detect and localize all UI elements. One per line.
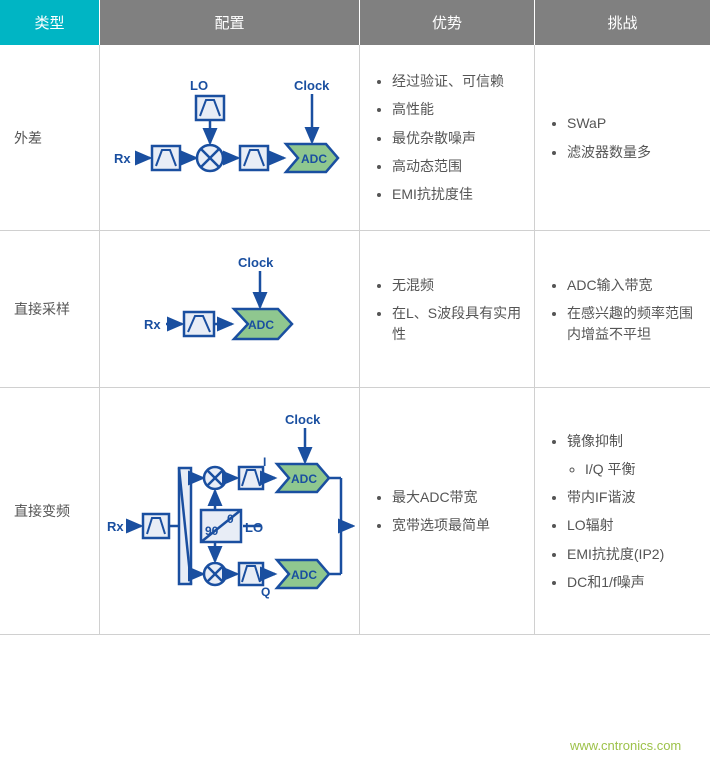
adv-list: 最大ADC带宽 宽带选项最简单 [370, 479, 524, 544]
phase90: 90 [205, 524, 219, 538]
list-item: DC和1/f噪声 [567, 572, 700, 592]
type-label: 直接采样 [10, 299, 89, 319]
chal-cell: SWaP 滤波器数量多 [535, 45, 710, 230]
list-item: 最优杂散噪声 [392, 128, 524, 148]
list-item: 宽带选项最简单 [392, 515, 524, 535]
type-cell: 直接变频 [0, 388, 100, 634]
header-config: 配置 [100, 0, 360, 45]
chal-list: 镜像抑制 I/Q 平衡 带内IF谐波 LO辐射 EMI抗扰度(IP2) DC和1… [545, 423, 700, 601]
table-header: 类型 配置 优势 挑战 [0, 0, 710, 45]
list-item: 镜像抑制 I/Q 平衡 [567, 431, 700, 480]
adc-label: ADC [291, 568, 317, 582]
config-cell: Rx ADC Clock [100, 231, 360, 387]
table-row: 直接变频 Rx [0, 388, 710, 635]
config-cell: Rx ADC [100, 45, 360, 230]
adv-cell: 经过验证、可信赖 高性能 最优杂散噪声 高动态范围 EMI抗扰度佳 [360, 45, 535, 230]
diagram-direct-sampling: Rx ADC Clock [120, 249, 340, 369]
q-label: Q [261, 585, 270, 599]
rx-label: Rx [144, 317, 161, 332]
lo-label: LO [190, 78, 208, 93]
rx-label: Rx [114, 151, 131, 166]
adc-label: ADC [291, 472, 317, 486]
list-item: 滤波器数量多 [567, 142, 700, 162]
phase0: 0 [227, 512, 234, 526]
config-cell: Rx I [100, 388, 360, 634]
header-chal: 挑战 [535, 0, 710, 45]
list-item: 最大ADC带宽 [392, 487, 524, 507]
adv-list: 无混频 在L、S波段具有实用性 [370, 267, 524, 352]
table-row: 直接采样 Rx ADC Clock [0, 231, 710, 388]
list-item: 带内IF谐波 [567, 487, 700, 507]
list-item: EMI抗扰度佳 [392, 184, 524, 204]
type-label: 直接变频 [10, 501, 89, 521]
chal-list: ADC输入带宽 在感兴趣的频率范围内增益不平坦 [545, 267, 700, 352]
type-label: 外差 [10, 128, 89, 148]
type-cell: 外差 [0, 45, 100, 230]
watermark: www.cntronics.com [570, 738, 681, 753]
i-label: I [263, 455, 266, 469]
header-type: 类型 [0, 0, 100, 45]
clock-label: Clock [285, 412, 321, 427]
list-item: EMI抗扰度(IP2) [567, 544, 700, 564]
chal-cell: 镜像抑制 I/Q 平衡 带内IF谐波 LO辐射 EMI抗扰度(IP2) DC和1… [535, 388, 710, 634]
clock-label: Clock [238, 255, 274, 270]
chal-list: SWaP 滤波器数量多 [545, 105, 700, 170]
list-item: 在L、S波段具有实用性 [392, 303, 524, 344]
lo-label: LO [245, 520, 263, 535]
header-adv: 优势 [360, 0, 535, 45]
list-item-text: 镜像抑制 [567, 433, 623, 449]
adv-cell: 最大ADC带宽 宽带选项最简单 [360, 388, 535, 634]
adc-label: ADC [301, 152, 327, 166]
table-container: 类型 配置 优势 挑战 外差 Rx [0, 0, 710, 635]
list-item: SWaP [567, 113, 700, 133]
list-item: LO辐射 [567, 515, 700, 535]
list-subitem: I/Q 平衡 [585, 459, 700, 479]
list-item: 在感兴趣的频率范围内增益不平坦 [567, 303, 700, 344]
list-item: 高动态范围 [392, 156, 524, 176]
diagram-heterodyne: Rx ADC [110, 68, 350, 208]
diagram-direct-conversion: Rx I [105, 406, 355, 616]
list-item: 无混频 [392, 275, 524, 295]
list-item: ADC输入带宽 [567, 275, 700, 295]
adc-label: ADC [248, 318, 274, 332]
clock-label: Clock [294, 78, 330, 93]
table-row: 外差 Rx [0, 45, 710, 231]
list-item: 高性能 [392, 99, 524, 119]
adv-cell: 无混频 在L、S波段具有实用性 [360, 231, 535, 387]
chal-cell: ADC输入带宽 在感兴趣的频率范围内增益不平坦 [535, 231, 710, 387]
list-item: 经过验证、可信赖 [392, 71, 524, 91]
type-cell: 直接采样 [0, 231, 100, 387]
adv-list: 经过验证、可信赖 高性能 最优杂散噪声 高动态范围 EMI抗扰度佳 [370, 63, 524, 212]
rx-label: Rx [107, 519, 124, 534]
